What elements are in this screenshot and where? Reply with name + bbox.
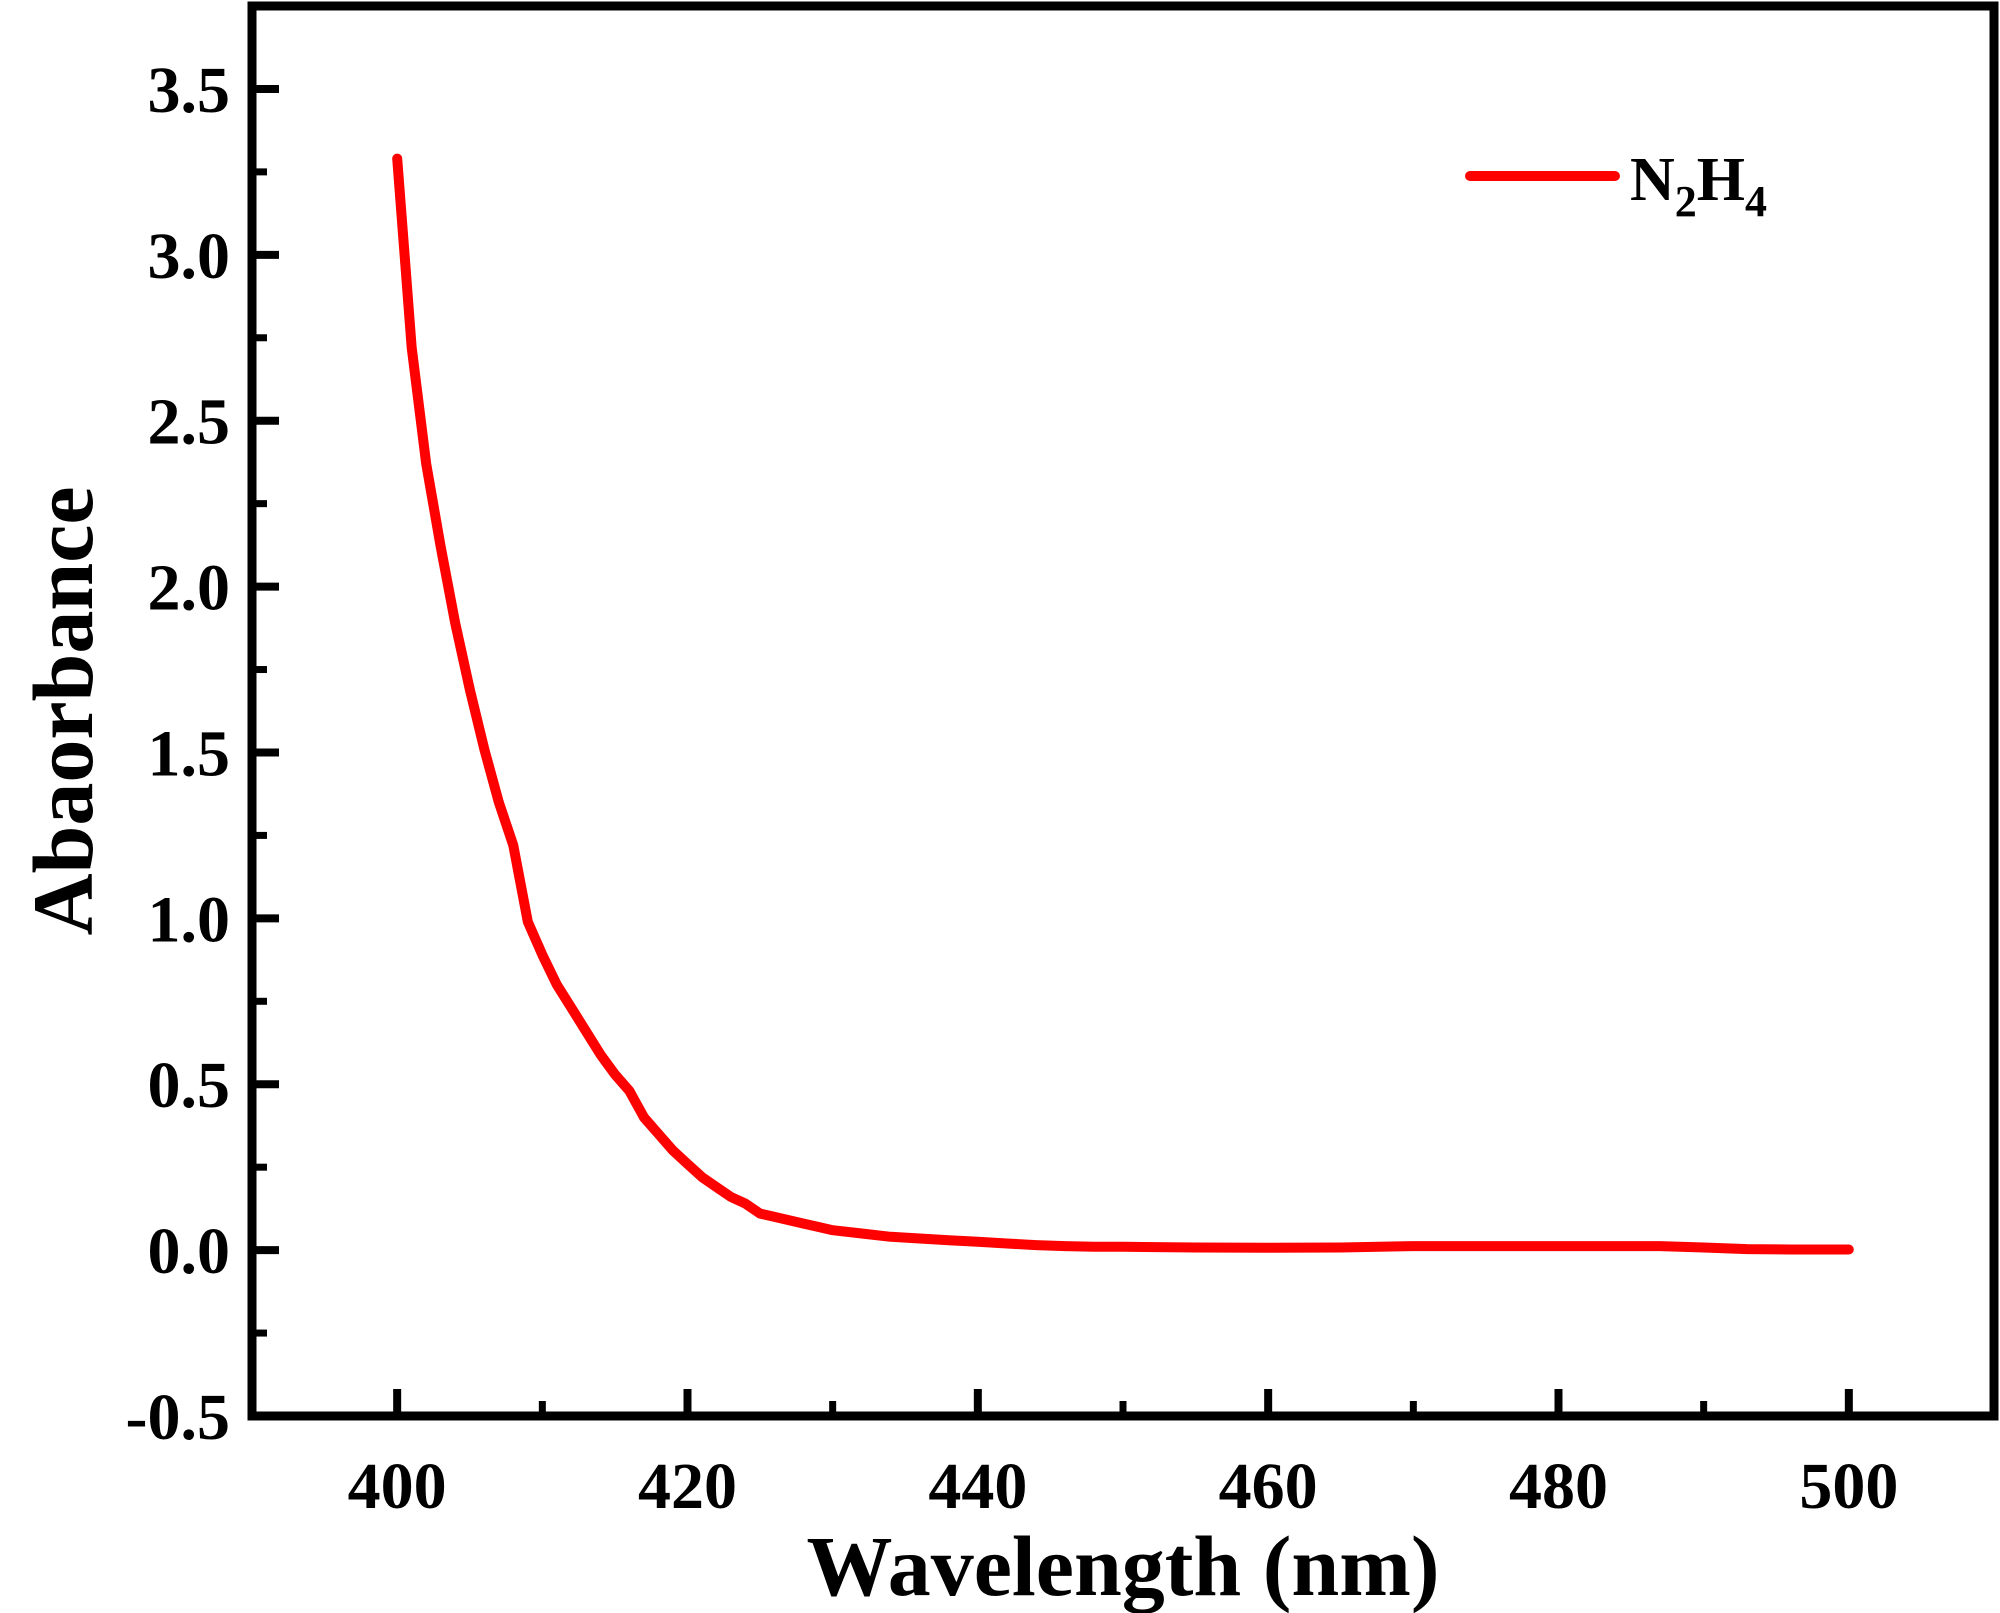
series-layer	[392, 153, 1854, 1255]
x-tick-label: 480	[1509, 1450, 1608, 1523]
x-axis-title: Wavelength (nm)	[806, 1518, 1439, 1613]
x-tick-label: 400	[348, 1450, 447, 1523]
plot-frame	[247, 1, 1999, 1421]
x-tick-label: 420	[638, 1450, 737, 1523]
legend-label-h: H	[1697, 146, 1745, 214]
x-tick-label: 500	[1799, 1450, 1898, 1523]
x-tick-label: 460	[1219, 1450, 1318, 1523]
y-tick-label: 0.5	[148, 1049, 231, 1122]
y-tick-label: -0.5	[126, 1381, 230, 1454]
legend-label-n: N	[1630, 146, 1675, 214]
y-tick-label: 3.0	[148, 220, 231, 293]
y-tick-label: 0.0	[148, 1215, 231, 1288]
x-tick-label: 440	[928, 1450, 1027, 1523]
y-tick-label: 1.5	[148, 717, 231, 790]
y-axis-title: Abaorbance	[15, 486, 111, 935]
y-tick-label: 2.5	[148, 386, 231, 459]
y-tick-label: 3.5	[148, 54, 231, 127]
legend: N2H4	[1465, 146, 1767, 226]
series-line-n2h4	[392, 153, 1854, 1255]
legend-label-sub1: 2	[1675, 177, 1697, 226]
y-tick-label: 1.0	[148, 883, 231, 956]
y-tick-label: 2.0	[148, 552, 231, 625]
ticks-layer: 400 420 440 460 480 500 -0.5 0.0 0.5 1.0 1.5 2.0 2.5…	[126, 54, 1899, 1523]
legend-label: N2H4	[1630, 146, 1767, 226]
legend-label-sub2: 4	[1745, 177, 1767, 226]
